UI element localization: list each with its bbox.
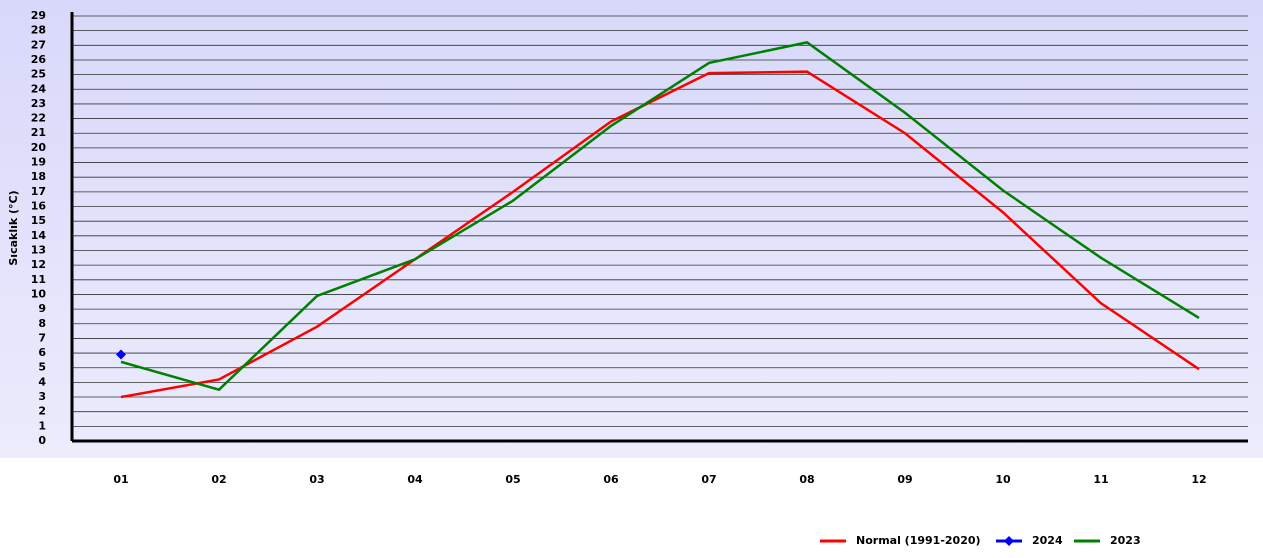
y-tick-label: 16 <box>31 200 47 213</box>
y-tick-label: 20 <box>31 141 47 154</box>
y-axis-label: Sıcaklık (°C) <box>7 190 20 265</box>
y-tick-label: 4 <box>38 375 46 388</box>
y-tick-label: 27 <box>31 38 46 51</box>
y-tick-label: 22 <box>31 112 46 125</box>
y-tick-label: 5 <box>38 361 46 374</box>
y-tick-label: 6 <box>38 346 46 359</box>
y-tick-label: 23 <box>31 97 46 110</box>
chart: Sıcaklık (°C) 01234567891011121314151617… <box>0 0 1263 558</box>
x-tick-label: 04 <box>407 473 423 486</box>
y-tick-label: 11 <box>31 273 46 286</box>
y-tick-label: 26 <box>31 53 47 66</box>
x-tick-label: 02 <box>211 473 226 486</box>
y-tick-label: 0 <box>38 434 46 447</box>
x-tick-label: 06 <box>603 473 619 486</box>
y-tick-label: 21 <box>31 126 46 139</box>
legend-marker <box>1004 536 1014 546</box>
y-tick-label: 1 <box>38 419 46 432</box>
x-tick-label: 07 <box>701 473 716 486</box>
y-tick-label: 13 <box>31 243 46 256</box>
y-tick-label: 24 <box>31 82 47 95</box>
x-tick-label: 05 <box>505 473 520 486</box>
x-tick-label: 01 <box>113 473 128 486</box>
y-tick-label: 3 <box>38 390 46 403</box>
y-tick-label: 9 <box>38 302 46 315</box>
x-tick-label: 11 <box>1093 473 1108 486</box>
plot-background <box>0 0 1263 458</box>
y-tick-label: 15 <box>31 214 46 227</box>
y-tick-label: 12 <box>31 258 46 271</box>
legend-label: 2024 <box>1032 534 1063 547</box>
y-tick-label: 29 <box>31 9 46 22</box>
x-tick-label: 09 <box>897 473 912 486</box>
x-tick-label: 10 <box>995 473 1011 486</box>
legend-label: 2023 <box>1110 534 1141 547</box>
x-tick-label: 12 <box>1191 473 1206 486</box>
y-tick-label: 28 <box>31 24 46 37</box>
y-tick-label: 8 <box>38 317 46 330</box>
legend-label: Normal (1991-2020) <box>856 534 981 547</box>
page: {"chart_data": {"type": "line", "y_label… <box>0 0 1263 558</box>
y-tick-label: 25 <box>31 68 46 81</box>
y-tick-label: 17 <box>31 185 46 198</box>
y-tick-label: 14 <box>31 229 47 242</box>
y-tick-label: 18 <box>31 170 46 183</box>
x-tick-label: 08 <box>799 473 814 486</box>
y-tick-label: 19 <box>31 156 46 169</box>
y-tick-label: 10 <box>31 287 47 300</box>
y-tick-label: 2 <box>38 405 46 418</box>
x-tick-label: 03 <box>309 473 324 486</box>
y-tick-label: 7 <box>38 331 46 344</box>
